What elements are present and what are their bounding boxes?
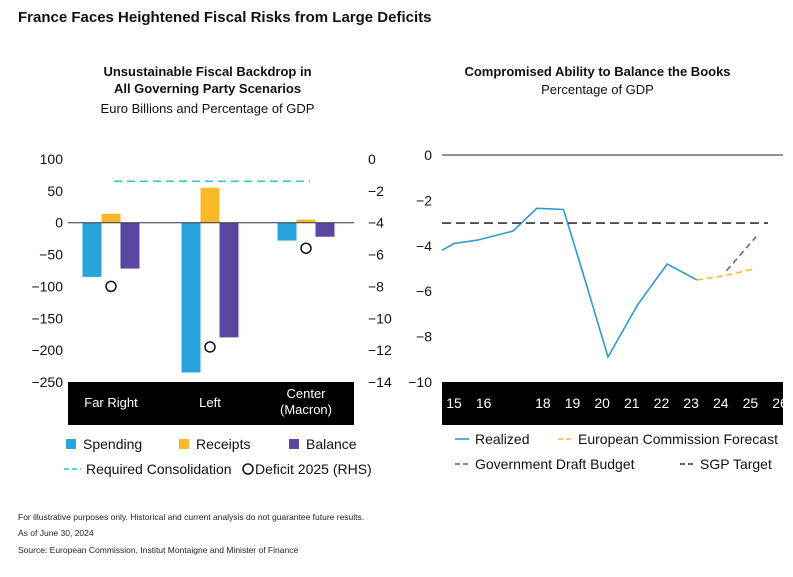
right-chart-y-tick-label: −2 [416,192,432,208]
deficit-2025-marker [204,341,216,353]
legend-swatch-balance [289,439,299,449]
bar-receipts [101,213,121,223]
left-chart-title-line-2: All Governing Party Scenarios [113,81,302,96]
right-x-tick-label: 16 [476,395,492,411]
legend-label: Deficit 2025 (RHS) [255,461,372,477]
right-axis-tick-label: −14 [368,374,392,390]
legend-label: European Commission Forecast [578,431,778,447]
right-chart-title: Compromised Ability to Balance the Books [400,63,793,80]
right-x-tick-label: 23 [683,395,699,411]
bar-balance [120,222,140,269]
legend-label: Realized [475,431,529,447]
right-chart-y-tick-label: −4 [416,238,432,254]
series-line-realized [441,207,698,360]
right-axis-tick-label: 0 [368,151,376,167]
footnote-disclaimer: For illustrative purposes only. Historic… [18,512,365,522]
right-axis-tick-label: −6 [368,247,384,263]
bar-balance [219,222,239,338]
left-axis-tick-label: −50 [39,247,63,263]
right-x-tick-label: 19 [565,395,581,411]
right-x-tick-label: 21 [624,395,640,411]
footnote-source: Source: European Commission, Institut Mo… [18,545,299,555]
series-line-european-commission-forecast [696,267,757,281]
right-chart-title-line-1: Compromised Ability to Balance the Books [464,64,731,79]
series-line-government-draft-budget [725,236,757,272]
right-axis-tick-label: −2 [368,183,384,199]
legend-label: Government Draft Budget [475,456,635,472]
left-x-tick-label: Far Right [84,395,138,410]
left-x-axis-band [68,382,354,425]
legend-label: Balance [306,436,357,452]
bar-spending [181,222,201,373]
right-x-tick-label: 20 [594,395,610,411]
legend-label: SGP Target [700,456,772,472]
legend-swatch-receipts [179,439,189,449]
left-chart-title-line-1: Unsustainable Fiscal Backdrop in [103,64,312,79]
left-x-tick-label: (Macron) [280,402,332,417]
right-axis-tick-label: −12 [368,342,392,358]
right-x-tick-label: 15 [446,395,462,411]
left-axis-tick-label: −100 [31,278,63,294]
right-x-tick-label: 24 [713,395,729,411]
right-chart-subtitle: Percentage of GDP [541,82,654,97]
legend-label: Receipts [196,436,250,452]
left-chart-subtitle: Euro Billions and Percentage of GDP [100,101,315,116]
bar-receipts [200,187,220,223]
legend-swatch-deficit-2025 [242,463,254,475]
left-axis-tick-label: 0 [55,215,63,231]
right-axis-tick-label: −10 [368,310,392,326]
right-x-axis-band [442,382,783,425]
right-x-tick-label: 18 [535,395,551,411]
left-axis-tick-label: 100 [40,151,64,167]
right-x-tick-label: 25 [743,395,759,411]
left-axis-tick-label: −250 [31,374,63,390]
bar-spending [82,222,102,277]
legend-swatch-spending [66,439,76,449]
left-x-tick-label: Center [286,386,326,401]
right-chart-y-tick-label: 0 [424,147,432,163]
right-axis-tick-label: −4 [368,215,384,231]
legend-label: Required Consolidation [86,461,232,477]
right-chart-y-tick-label: −10 [408,374,432,390]
right-chart-y-tick-label: −6 [416,283,432,299]
deficit-2025-marker [300,242,312,254]
footnote-as-of: As of June 30, 2024 [18,528,94,538]
legend-label: Spending [83,436,142,452]
bar-balance [315,222,335,237]
deficit-2025-marker [105,280,117,293]
right-axis-tick-label: −8 [368,278,384,294]
right-x-tick-label: 22 [654,395,670,411]
left-axis-tick-label: −200 [31,342,63,358]
left-chart-title: Unsustainable Fiscal Backdrop in All Gov… [40,63,375,97]
bar-receipts [296,219,316,223]
bar-spending [277,222,297,241]
right-chart-y-tick-label: −8 [416,329,432,345]
main-title: France Faces Heightened Fiscal Risks fro… [18,9,432,26]
left-x-tick-label: Left [199,395,221,410]
left-axis-tick-label: −150 [31,310,63,326]
left-axis-tick-label: 50 [47,183,63,199]
right-x-tick-label: 26 [772,395,788,411]
